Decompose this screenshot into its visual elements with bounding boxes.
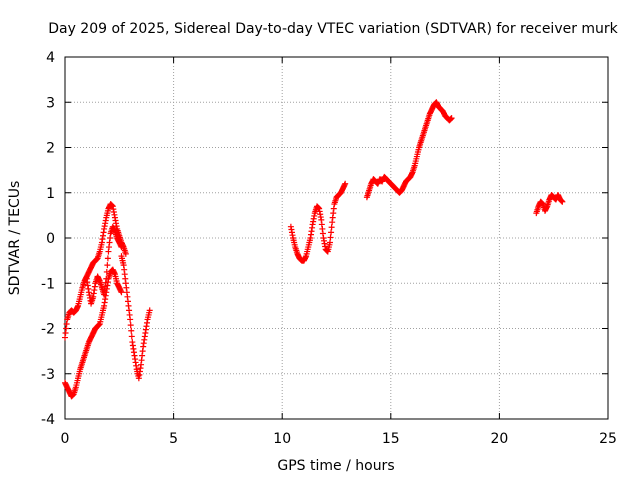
data-point <box>328 229 335 236</box>
y-tick-label: 4 <box>46 50 55 66</box>
data-point <box>122 250 129 257</box>
y-tick-label: 2 <box>46 141 55 157</box>
y-tick-label: 1 <box>46 186 55 202</box>
data-point <box>448 115 455 122</box>
y-tick-label: -1 <box>41 276 55 292</box>
y-tick-label: -4 <box>41 412 55 428</box>
data-point <box>118 244 125 251</box>
y-tick-label: -2 <box>41 322 55 338</box>
data-point <box>128 333 135 340</box>
x-tick-label: 20 <box>490 431 508 447</box>
data-point <box>328 224 335 231</box>
data-point <box>146 307 153 314</box>
x-tick-label: 5 <box>169 431 178 447</box>
x-tick-label: 10 <box>273 431 291 447</box>
data-point <box>104 262 111 269</box>
data-point <box>104 255 111 262</box>
data-point <box>103 268 110 275</box>
data-point <box>128 327 135 334</box>
x-tick-label: 0 <box>61 431 70 447</box>
grid <box>65 57 608 419</box>
data-point <box>127 316 134 323</box>
y-axis-label: SDTVAR / TECUs <box>7 181 23 296</box>
data-point <box>127 322 134 329</box>
data-point <box>118 289 125 296</box>
y-tick-label: 0 <box>46 231 55 247</box>
x-tick-label: 15 <box>382 431 400 447</box>
x-axis-label: GPS time / hours <box>277 458 394 474</box>
axis-ticks: 0 5 10 15 20 25 -4 -3 -2 -1 0 1 2 3 4 <box>41 50 617 447</box>
y-tick-label: 3 <box>46 95 55 111</box>
data-point <box>342 180 349 187</box>
chart-title: Day 209 of 2025, Sidereal Day-to-day VTE… <box>48 21 618 37</box>
data-point <box>103 275 110 282</box>
y-tick-label: -3 <box>41 367 55 383</box>
data-point <box>327 234 334 241</box>
data-points <box>62 99 566 400</box>
data-point <box>326 239 333 246</box>
x-tick-label: 25 <box>599 431 617 447</box>
data-point <box>559 198 566 205</box>
plot-frame <box>64 56 609 420</box>
